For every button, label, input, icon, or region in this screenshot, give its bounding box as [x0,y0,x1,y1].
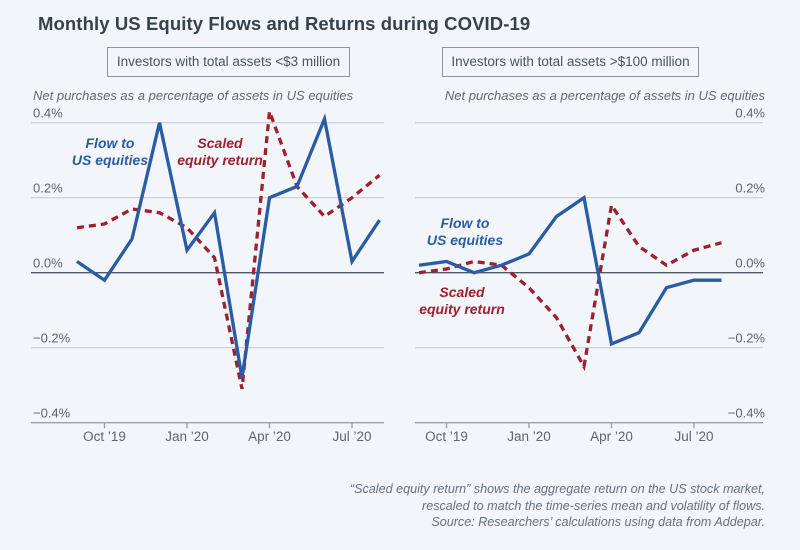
x-tick-label: Jul ’20 [674,429,713,444]
return-series-label-right: Scaled equity return [419,284,505,317]
x-tick-label: Apr ’20 [590,429,633,444]
panel-header-large-investors: Investors with total assets >$100 millio… [442,47,699,77]
axis-note-right: Net purchases as a percentage of assets … [444,88,765,103]
x-tick-label: Oct ’19 [83,429,126,444]
y-tick-label: 0.2% [33,181,63,196]
y-tick-label: 0.0% [735,256,765,271]
y-tick-label: −0.4% [33,406,71,421]
chart-title: Monthly US Equity Flows and Returns duri… [38,13,531,34]
y-tick-label: 0.0% [33,256,63,271]
axis-note-left: Net purchases as a percentage of assets … [33,88,354,103]
return-series-label-left: Scaled equity return [177,135,263,168]
x-tick-label: Apr ’20 [248,429,291,444]
flow-to-us-equities-line [418,194,722,347]
x-tick-label: Jan ’20 [165,429,209,444]
y-tick-label: 0.2% [735,181,765,196]
y-tick-label: −0.4% [728,406,766,421]
flow-series-label-right: Flow to US equities [426,215,504,248]
y-tick-label: 0.4% [33,106,63,121]
source-note: “Scaled equity return” shows the aggrega… [349,482,765,529]
y-tick-label: −0.2% [33,331,71,346]
scaled-equity-return-line [418,200,722,372]
y-tick-label: 0.4% [735,106,765,121]
x-tick-label: Jul ’20 [332,429,371,444]
x-tick-label: Oct ’19 [425,429,468,444]
scaled-equity-return-line [76,110,381,390]
flow-to-us-equities-line [76,113,381,378]
panel-header-small-investors: Investors with total assets <$3 million [107,47,350,77]
x-tick-label: Jan ’20 [507,429,551,444]
flow-series-label-left: Flow to US equities [71,135,149,168]
y-tick-label: −0.2% [728,331,766,346]
